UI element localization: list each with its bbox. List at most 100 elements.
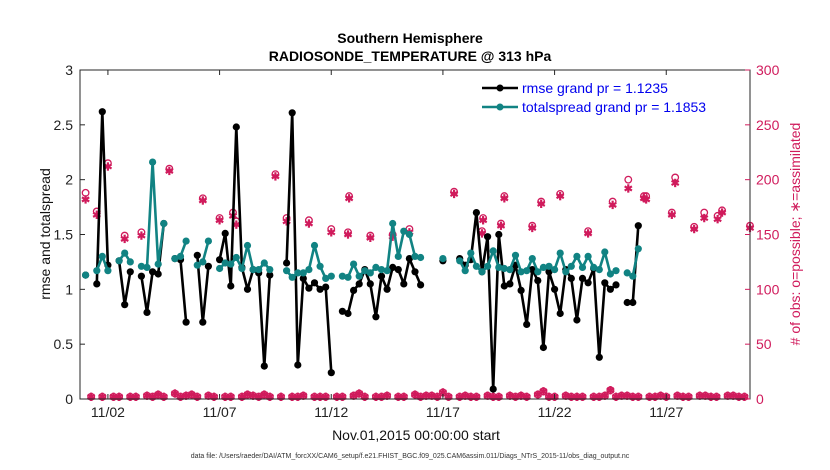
obs-assimilated-marker-stroke bbox=[516, 392, 526, 399]
obs-assimilated-marker-stroke bbox=[399, 393, 409, 400]
series-point-rmse bbox=[260, 362, 268, 370]
y-tick-label-left: 0 bbox=[65, 391, 73, 407]
right-axis: 0 50 100 150 200 250 300 bbox=[745, 62, 780, 407]
series-point-totalspread bbox=[545, 262, 553, 270]
obs-assimilated-marker-stroke bbox=[449, 190, 459, 197]
series-point-totalspread bbox=[567, 262, 575, 270]
y-tick-label-right: 300 bbox=[756, 62, 780, 78]
series-point-totalspread bbox=[121, 249, 129, 257]
obs-assimilated-marker bbox=[608, 200, 617, 210]
obs-assimilated-marker-stroke bbox=[98, 393, 107, 400]
obs-assimilated-marker bbox=[159, 392, 168, 402]
series-point-rmse bbox=[149, 268, 157, 276]
obs-assimilated-marker-stroke bbox=[670, 179, 680, 187]
series-point-totalspread bbox=[260, 259, 268, 267]
series-point-rmse bbox=[629, 298, 637, 307]
series-point-rmse bbox=[266, 271, 274, 279]
obs-assimilated-marker-stroke bbox=[505, 392, 515, 399]
series-point-totalspread bbox=[249, 266, 257, 274]
legend-box bbox=[470, 76, 744, 120]
obs-assimilated-marker-stroke bbox=[555, 193, 565, 200]
obs-assimilated-marker-stroke bbox=[536, 200, 546, 207]
obs-assimilated-marker-stroke bbox=[433, 393, 442, 400]
series-point-rmse bbox=[299, 274, 307, 282]
obs-assimilated-marker bbox=[433, 392, 442, 402]
series-point-rmse bbox=[372, 313, 380, 321]
series-point-rmse bbox=[182, 318, 190, 326]
series-point-totalspread bbox=[104, 267, 112, 275]
obs-assimilated-marker bbox=[670, 178, 680, 188]
series-totalspread bbox=[82, 158, 642, 282]
series-point-rmse bbox=[305, 284, 313, 292]
series-point-rmse bbox=[288, 109, 296, 117]
series-point-rmse bbox=[355, 280, 363, 288]
y-tick-label-left: 0.5 bbox=[54, 336, 74, 352]
obs-assimilated-marker bbox=[641, 195, 651, 204]
series-point-rmse bbox=[601, 279, 609, 287]
obs-assimilated-marker-stroke bbox=[684, 393, 693, 400]
series-point-totalspread bbox=[182, 237, 190, 245]
series-point-totalspread bbox=[322, 274, 330, 282]
series-point-rmse bbox=[489, 385, 497, 393]
series-point-totalspread bbox=[472, 262, 480, 270]
obs-assimilated-marker bbox=[478, 216, 488, 225]
obs-assimilated-marker-stroke bbox=[461, 392, 470, 399]
obs-assimilated-marker-stroke bbox=[701, 392, 710, 399]
obs-assimilated-marker bbox=[360, 392, 369, 402]
series-point-totalspread bbox=[243, 241, 252, 250]
obs-assimilated-marker-stroke bbox=[360, 393, 369, 400]
obs-assimilated-marker-stroke bbox=[265, 393, 275, 400]
series-point-rmse bbox=[534, 277, 542, 285]
series-point-rmse bbox=[389, 263, 397, 271]
series-point-totalspread bbox=[310, 241, 319, 250]
obs-assimilated-marker bbox=[472, 392, 481, 402]
left-axis: 0 0.5 1 1.5 2 2.5 3 bbox=[54, 62, 85, 407]
series-point-rmse bbox=[584, 279, 592, 287]
series-point-rmse bbox=[506, 280, 514, 288]
series-point-totalspread bbox=[115, 257, 123, 265]
obs-assimilated-marker-stroke bbox=[344, 195, 354, 202]
series-point-rmse bbox=[400, 280, 408, 288]
series-point-totalspread bbox=[216, 264, 224, 273]
obs-assimilated-marker bbox=[198, 196, 208, 205]
obs-assimilated-marker-stroke bbox=[131, 393, 141, 400]
obs-assimilated-marker-stroke bbox=[254, 393, 263, 400]
series-point-totalspread bbox=[137, 262, 145, 270]
obs-assimilated-marker-stroke bbox=[114, 393, 124, 400]
series-point-totalspread bbox=[495, 263, 503, 271]
series-point-totalspread bbox=[372, 263, 380, 271]
obs-assimilated-marker-stroke bbox=[528, 224, 537, 231]
obs-assimilated-marker bbox=[700, 213, 709, 223]
series-point-totalspread bbox=[556, 249, 564, 257]
x-tick-label: 11/17 bbox=[426, 404, 460, 420]
series-point-rmse bbox=[394, 266, 402, 274]
series-point-rmse bbox=[517, 286, 525, 294]
series-point-rmse bbox=[154, 270, 162, 278]
series-point-rmse bbox=[606, 285, 615, 293]
series-point-rmse bbox=[232, 123, 240, 131]
series-point-rmse bbox=[204, 262, 212, 270]
data-file-footer: data file: /Users/raeder/DAI/ATM_forcXX/… bbox=[191, 453, 630, 460]
series-point-totalspread bbox=[344, 273, 352, 281]
obs-assimilated-marker bbox=[539, 387, 548, 396]
series-point-rmse bbox=[484, 233, 492, 241]
obs-assimilated-marker-stroke bbox=[215, 217, 224, 224]
obs-assimilated-marker bbox=[343, 230, 353, 239]
series-point-rmse bbox=[283, 259, 291, 267]
series-point-totalspread bbox=[98, 252, 106, 260]
series-layer bbox=[82, 108, 642, 393]
y-axis-label-left: rmse and totalspread bbox=[37, 168, 53, 300]
obs-assimilated-marker-stroke bbox=[142, 392, 152, 399]
obs-assimilated-marker bbox=[667, 210, 677, 219]
obs-assimilated-marker bbox=[86, 392, 96, 402]
obs-assimilated-marker bbox=[583, 229, 593, 238]
series-point-totalspread bbox=[590, 263, 598, 271]
series-point-rmse bbox=[634, 222, 642, 230]
series-point-totalspread bbox=[355, 272, 363, 280]
series-point-rmse bbox=[322, 283, 330, 291]
series-point-rmse bbox=[623, 298, 631, 307]
obs-assimilated-marker-stroke bbox=[159, 393, 168, 400]
obs-assimilated-marker bbox=[399, 392, 409, 402]
series-point-rmse bbox=[539, 343, 548, 352]
obs-assimilated-marker-stroke bbox=[740, 393, 749, 400]
